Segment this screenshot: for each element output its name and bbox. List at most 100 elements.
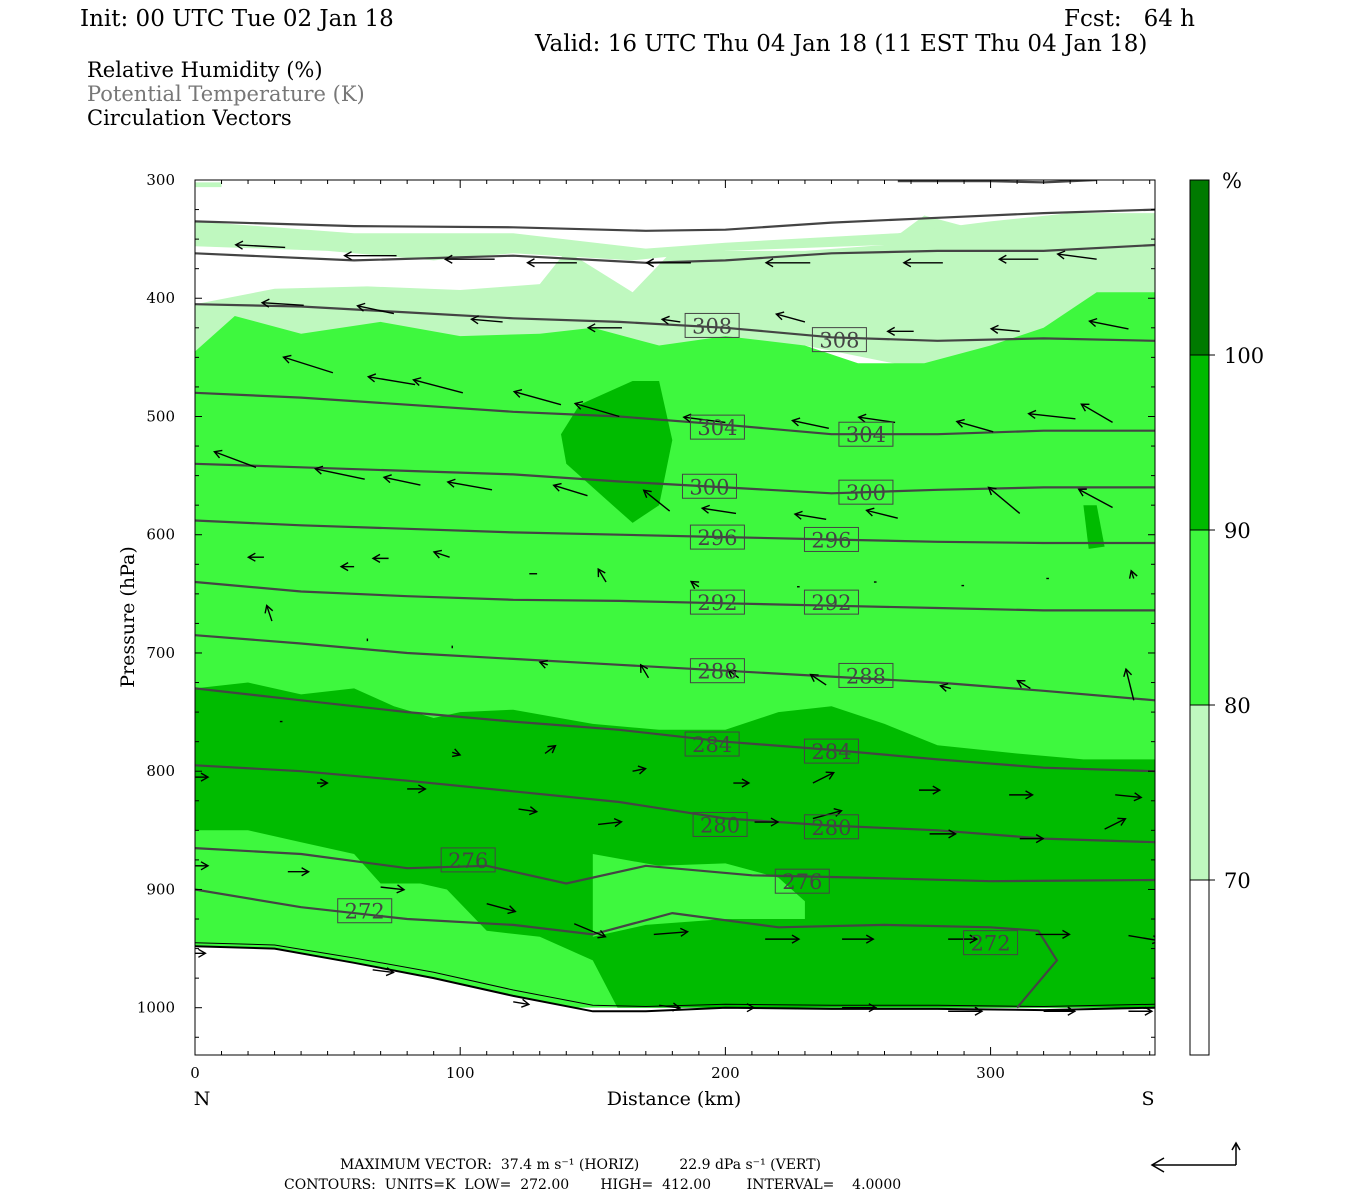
- vector-head-27: [857, 413, 867, 423]
- vector-head-66: [451, 748, 462, 758]
- vector-head-70: [825, 771, 835, 780]
- vector-21: [366, 373, 416, 386]
- contour-label-308-0: 308: [692, 314, 732, 338]
- vector-0: [153, 235, 195, 243]
- contour-label-280-1: 280: [811, 816, 851, 840]
- vector-66: [451, 748, 462, 758]
- vector-shaft-70: [812, 772, 835, 784]
- colorbar-label-70: 70: [1224, 869, 1251, 893]
- x-tick-label-100: 100: [446, 1064, 475, 1082]
- vector-shaft-96: [372, 969, 394, 974]
- terrain-line: [195, 942, 1155, 1055]
- vector-84: [195, 861, 210, 871]
- contour-label-296-1: 296: [811, 528, 851, 552]
- contour-label-292-0: 292: [697, 591, 737, 615]
- y-tick-label-700: 700: [146, 644, 175, 662]
- vector-4: [526, 258, 577, 268]
- vector-shaft-77: [518, 808, 537, 813]
- vector-102: [1043, 1006, 1077, 1016]
- vector-head-46: [432, 549, 443, 559]
- vector-head-60: [727, 669, 737, 678]
- contour-label-304-0: 304: [697, 416, 737, 440]
- colorbar-segment-1: [1190, 355, 1209, 530]
- vector-head-35: [446, 478, 456, 488]
- vector-head-85: [301, 867, 311, 877]
- vector-head-13: [470, 315, 480, 325]
- vector-14: [586, 323, 622, 333]
- vector-67: [544, 744, 557, 755]
- vector-37: [642, 489, 671, 512]
- vector-head-55: [264, 604, 274, 614]
- vector-11: [260, 298, 304, 308]
- vector-61: [809, 673, 827, 686]
- contour-label-box-284-0: [684, 731, 740, 757]
- contour-label-box-272-1: [963, 930, 1019, 956]
- vector-20: [282, 354, 334, 374]
- vector-55: [264, 604, 274, 622]
- vector-shaft-98: [659, 1004, 680, 1009]
- terrain-mask: [195, 946, 1155, 1055]
- contour-label-box-272-0: [337, 898, 393, 924]
- contour-label-308-1: 308: [819, 329, 859, 353]
- x-tick-label-0: 0: [190, 1064, 200, 1082]
- y-tick-label-300: 300: [146, 171, 175, 189]
- vector-head-72: [1025, 790, 1034, 800]
- vector-head-32: [213, 449, 223, 459]
- vector-head-30: [1080, 403, 1090, 412]
- vector-head-36: [552, 482, 562, 492]
- vector-shaft-63: [1016, 680, 1031, 690]
- vector-shaft-27: [858, 416, 896, 424]
- vector-29: [1027, 409, 1076, 420]
- contour-label-box-280-1: [803, 814, 859, 840]
- circulation-vectors: [153, 235, 1155, 1016]
- vector-16: [774, 311, 806, 323]
- vector-shaft-49: [690, 580, 700, 588]
- contour-label-box-308-0: [684, 312, 740, 338]
- vector-head-97: [521, 998, 531, 1008]
- init-time: Init: 00 UTC Tue 02 Jan 18: [80, 6, 394, 32]
- axes: 300 400 500 600 700 800 900 1000 0 100 200 300: [137, 171, 1155, 1082]
- y-axis-label: Pressure (hPa): [117, 546, 139, 688]
- y-tick-label-400: 400: [146, 289, 175, 307]
- vector-head-95: [198, 948, 207, 958]
- contour-label-box-304-0: [689, 414, 745, 440]
- contour-label-296-0: 296: [697, 526, 737, 550]
- vector-head-42: [1077, 488, 1087, 497]
- vector-head-79: [770, 817, 780, 827]
- vector-shaft-9: [1057, 253, 1097, 260]
- vector-shaft-41: [988, 486, 1021, 514]
- vector-head-91: [865, 934, 875, 944]
- vector-15: [660, 315, 681, 325]
- vector-78: [598, 817, 623, 828]
- vector-head-68: [637, 765, 647, 775]
- contour-label-box-296-1: [803, 526, 859, 552]
- vector-head-59: [639, 663, 649, 673]
- vector-head-84: [200, 861, 210, 871]
- vector-shaft-30: [1081, 403, 1113, 424]
- contour-label-box-296-0: [689, 524, 745, 550]
- vector-shaft-23: [513, 390, 562, 406]
- y-tick-label-600: 600: [146, 526, 175, 544]
- vector-96: [372, 967, 395, 977]
- rh-region-0: [195, 215, 1155, 367]
- vector-79: [754, 817, 780, 827]
- vector-34: [382, 474, 421, 486]
- contour-label-288-1: 288: [846, 664, 886, 688]
- vector-91: [842, 934, 875, 944]
- vector-3: [443, 254, 495, 264]
- rh-region-1: [195, 182, 222, 188]
- vector-64: [1123, 667, 1135, 701]
- vector-head-81: [948, 829, 957, 839]
- contour-label-box-276-1: [774, 868, 830, 894]
- vector-head-2: [343, 251, 352, 261]
- terrain-line-secondary: [195, 942, 1155, 1008]
- vector-head-61: [809, 673, 819, 683]
- vector-head-58: [538, 659, 548, 669]
- vector-48: [597, 567, 607, 583]
- contour-label-292-1: 292: [811, 591, 851, 615]
- vector-head-44: [339, 562, 349, 572]
- vector-17: [886, 326, 914, 336]
- contour-label-box-280-0: [692, 811, 748, 837]
- vector-head-20: [282, 354, 292, 364]
- vector-81: [929, 829, 957, 839]
